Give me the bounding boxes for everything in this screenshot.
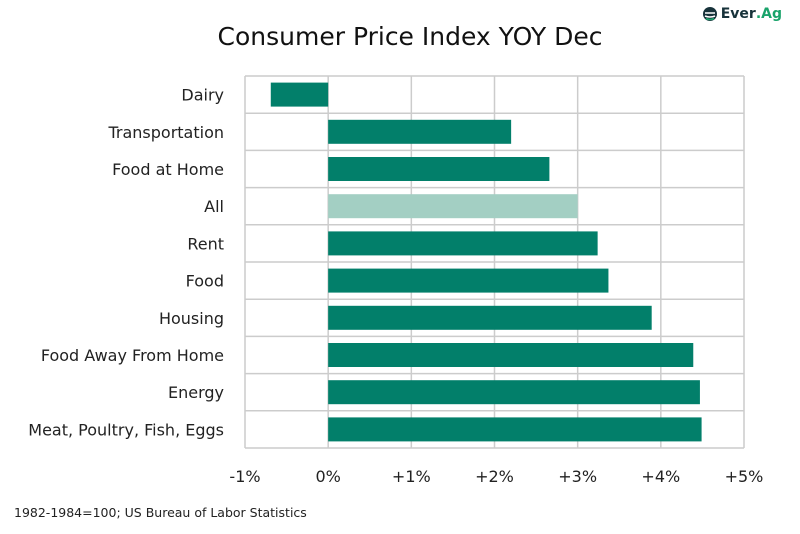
bar — [328, 417, 702, 442]
category-label: Food Away From Home — [41, 346, 224, 365]
logo-text: Ever — [720, 6, 756, 22]
x-tick-label: +1% — [392, 467, 431, 486]
logo-text-accent: .Ag — [755, 6, 782, 22]
category-label: Meat, Poultry, Fish, Eggs — [28, 420, 224, 439]
category-label: All — [204, 197, 224, 216]
x-tick-label: +5% — [725, 467, 764, 486]
bar — [328, 194, 578, 219]
category-label: Dairy — [181, 86, 224, 105]
category-label: Housing — [159, 309, 224, 328]
bar — [270, 82, 329, 107]
bar — [328, 268, 609, 293]
x-tick-label: +3% — [558, 467, 597, 486]
ever-ag-logo-icon — [702, 7, 717, 21]
x-tick-label: -1% — [229, 467, 260, 486]
category-label: Food at Home — [112, 160, 224, 179]
category-label: Transportation — [107, 123, 224, 142]
ever-ag-logo: Ever .Ag — [702, 6, 782, 22]
x-tick-label: 0% — [315, 467, 340, 486]
category-label: Energy — [168, 383, 224, 402]
x-tick-label: +2% — [475, 467, 514, 486]
category-label: Food — [186, 272, 224, 291]
bar — [328, 380, 700, 405]
category-label: Rent — [187, 234, 224, 253]
bar — [328, 305, 652, 330]
bar — [328, 231, 598, 256]
source-note: 1982-1984=100; US Bureau of Labor Statis… — [14, 505, 307, 520]
chart-title: Consumer Price Index YOY Dec — [217, 22, 603, 51]
bar — [328, 157, 550, 181]
x-tick-label: +4% — [641, 467, 680, 486]
bar — [328, 119, 512, 144]
bar — [328, 343, 694, 367]
